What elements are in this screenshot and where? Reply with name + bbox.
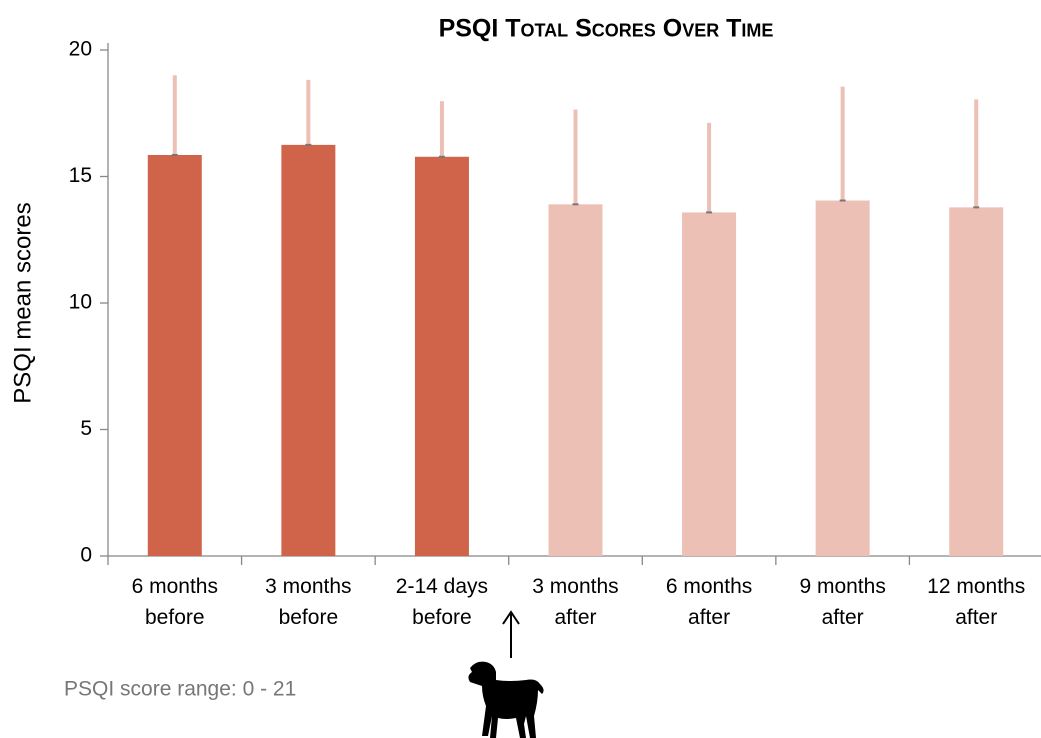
x-tick-label: 9 months after: [799, 575, 885, 629]
x-tick-label-line: after: [822, 606, 864, 629]
y-tick-label: 0: [80, 544, 92, 567]
bar: [281, 144, 336, 556]
x-tick-label: 3 months before: [265, 575, 351, 629]
x-tick-label-line: before: [145, 606, 205, 629]
x-tick-label: 12 months after: [927, 575, 1025, 629]
bar: [548, 204, 603, 556]
x-tick-label-line: after: [955, 606, 997, 629]
y-axis-label: PSQI mean scores: [9, 202, 36, 403]
x-tick-label: 2-14 days before: [396, 575, 488, 629]
y-tick-label: 5: [80, 417, 92, 440]
x-tick-label-line: 2-14 days: [396, 575, 488, 598]
x-tick-label-line: after: [554, 606, 596, 629]
x-tick-label: 6 months after: [666, 575, 752, 629]
x-tick-label-line: 12 months: [927, 575, 1025, 598]
y-tick-label: 10: [69, 291, 92, 314]
x-tick-label-line: 6 months: [132, 575, 218, 598]
x-tick-label-line: 6 months: [666, 575, 752, 598]
y-tick-label: 20: [69, 38, 92, 61]
dog-icon: [468, 661, 544, 738]
bar: [682, 212, 737, 556]
bar: [949, 207, 1004, 556]
x-tick-label: 6 months before: [132, 575, 218, 629]
arrow: [502, 610, 520, 658]
annotation: PSQI score range: 0 - 21: [64, 678, 296, 701]
x-tick-label: 3 months after: [532, 575, 618, 629]
bar: [147, 154, 202, 556]
x-tick-label-line: before: [279, 606, 339, 629]
bar: [414, 156, 469, 557]
chart-title: PSQI Total Scores Over Time: [439, 15, 774, 43]
x-tick-label-line: 9 months: [799, 575, 885, 598]
bar: [815, 200, 870, 556]
x-tick-label-line: 3 months: [532, 575, 618, 598]
x-tick-label-line: 3 months: [265, 575, 351, 598]
x-tick-label-line: before: [412, 606, 472, 629]
y-tick-label: 15: [69, 164, 92, 187]
x-tick-label-line: after: [688, 606, 730, 629]
